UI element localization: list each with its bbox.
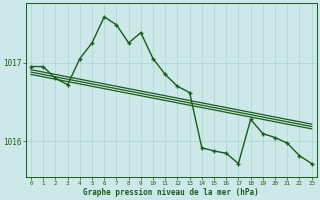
X-axis label: Graphe pression niveau de la mer (hPa): Graphe pression niveau de la mer (hPa) xyxy=(84,188,259,197)
